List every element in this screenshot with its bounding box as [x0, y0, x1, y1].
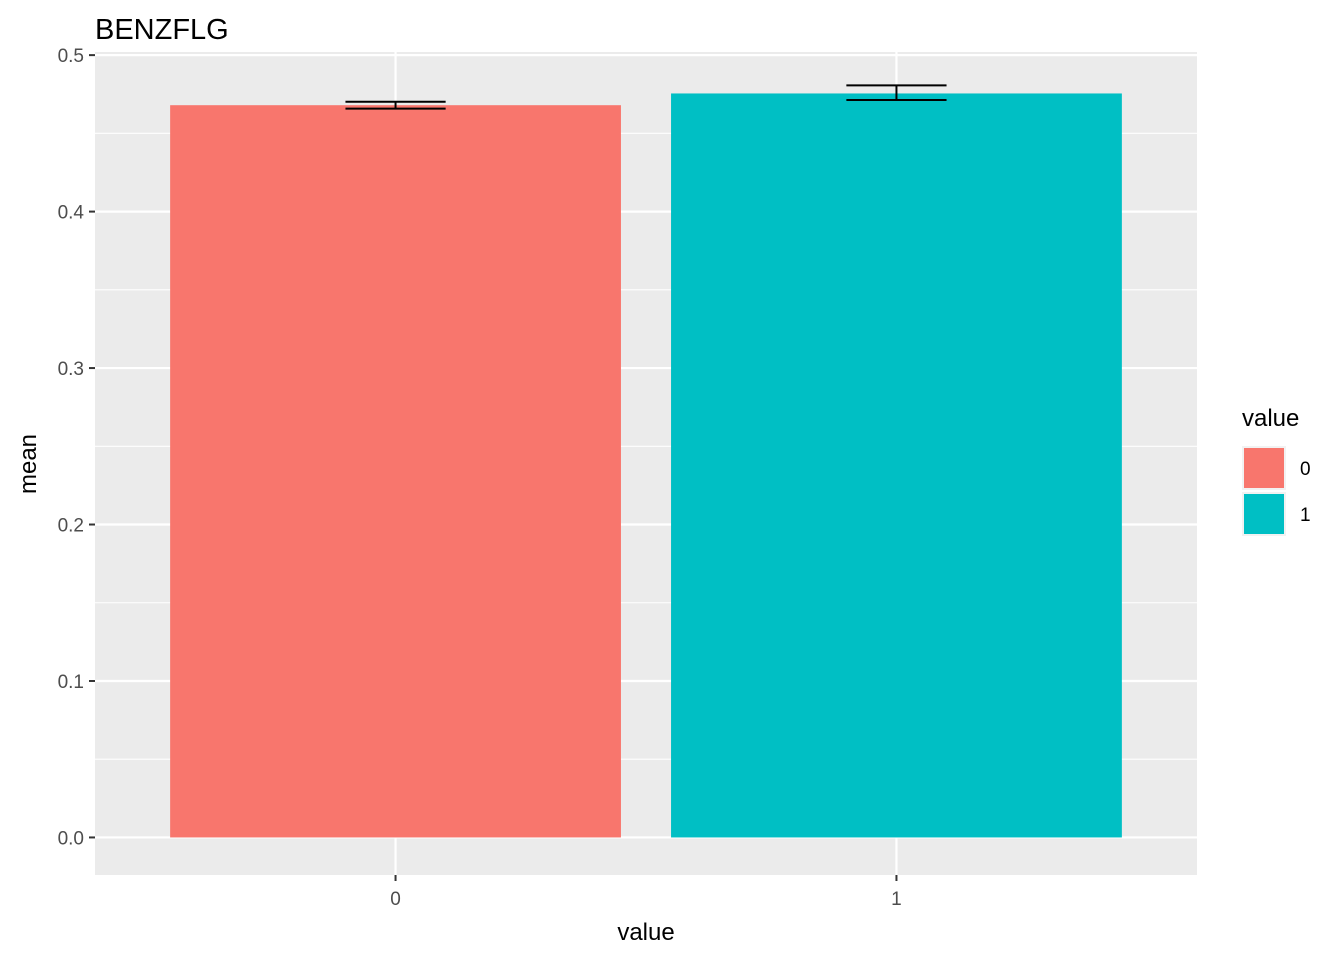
y-tick-label: 0.4 [58, 203, 85, 224]
error-bar-1 [846, 84, 947, 102]
bar-0 [170, 105, 621, 838]
bar-1 [671, 93, 1122, 838]
y-tick-label: 0.5 [58, 46, 84, 67]
x-tick-label: 0 [390, 889, 401, 910]
error-bar-0 [345, 100, 446, 110]
y-tick-label: 0.3 [58, 359, 84, 380]
legend-label: 1 [1300, 505, 1311, 526]
error-bars [345, 84, 947, 110]
legend-item-1: 1 [1242, 492, 1311, 536]
bars [170, 93, 1122, 838]
legend-swatch [1244, 448, 1284, 488]
legend: value 01 [1242, 405, 1311, 536]
y-axis-title: mean [15, 434, 42, 494]
y-tick-label: 0.2 [58, 516, 84, 537]
x-axis-title: value [617, 919, 674, 946]
legend-title: value [1242, 405, 1299, 432]
legend-item-0: 0 [1242, 446, 1311, 490]
x-tick-label: 1 [891, 889, 902, 910]
y-tick-label: 0.0 [58, 828, 84, 849]
legend-label: 0 [1300, 459, 1311, 480]
legend-swatch [1244, 494, 1284, 534]
chart-title: BENZFLG [95, 14, 229, 46]
legend-items: 01 [1242, 446, 1311, 536]
y-tick-label: 0.1 [58, 672, 84, 693]
y-axis: 0.0 0.1 0.2 0.3 0.4 0.5 [58, 46, 95, 849]
